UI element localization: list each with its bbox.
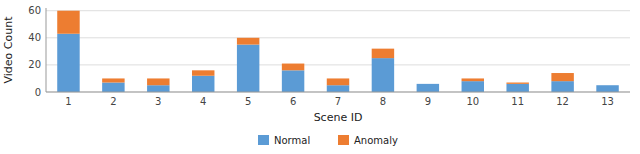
grid-line — [46, 10, 630, 11]
x-axis — [46, 92, 630, 93]
x-tick-label: 11 — [511, 96, 524, 107]
bars — [57, 11, 619, 92]
y-tick-label: 40 — [28, 32, 41, 43]
y-tick-label: 20 — [28, 59, 41, 70]
bar — [417, 83, 439, 84]
bar — [506, 84, 528, 92]
bar — [57, 11, 79, 34]
y-tick-label: 60 — [28, 5, 41, 16]
x-tick-label: 5 — [245, 96, 251, 107]
bar — [596, 85, 618, 92]
grid-line — [46, 64, 630, 65]
bar — [506, 83, 528, 84]
bar — [596, 85, 618, 86]
x-tick-label: 4 — [200, 96, 206, 107]
x-tick-label: 3 — [155, 96, 161, 107]
legend-label: Normal — [274, 135, 310, 146]
chart: 020406012345678910111213Scene IDVideo Co… — [0, 0, 640, 154]
y-axis — [46, 8, 47, 92]
bar — [102, 78, 124, 82]
bar — [192, 76, 214, 92]
y-tick-label: 0 — [35, 87, 41, 98]
bar — [237, 38, 259, 45]
bar — [102, 83, 124, 92]
x-tick-label: 10 — [466, 96, 479, 107]
x-tick-label: 6 — [290, 96, 296, 107]
legend-swatch — [338, 135, 349, 145]
bar — [551, 81, 573, 92]
x-tick-label: 13 — [601, 96, 614, 107]
x-tick-label: 2 — [110, 96, 116, 107]
x-tick-label: 9 — [425, 96, 431, 107]
legend: Normal Anomaly — [258, 135, 398, 146]
bar — [147, 85, 169, 92]
x-tick-label: 7 — [335, 96, 341, 107]
bar — [372, 58, 394, 92]
bar — [462, 78, 484, 81]
x-tick-label: 1 — [65, 96, 71, 107]
bar — [282, 70, 304, 92]
y-axis-label: Video Count — [2, 16, 15, 84]
bar — [57, 34, 79, 92]
x-tick-label: 12 — [556, 96, 569, 107]
bar — [282, 64, 304, 71]
grid-line — [46, 37, 630, 38]
x-axis-label: Scene ID — [314, 111, 363, 124]
bar — [147, 78, 169, 85]
bar — [327, 78, 349, 85]
grid-line — [46, 92, 630, 93]
bar — [192, 70, 214, 75]
bar — [237, 45, 259, 92]
legend-swatch — [258, 135, 269, 145]
bar — [551, 73, 573, 81]
x-tick-label: 8 — [380, 96, 386, 107]
bar — [327, 85, 349, 92]
bar — [462, 81, 484, 92]
legend-label: Anomaly — [354, 135, 398, 146]
bar — [372, 49, 394, 58]
bar — [417, 84, 439, 92]
